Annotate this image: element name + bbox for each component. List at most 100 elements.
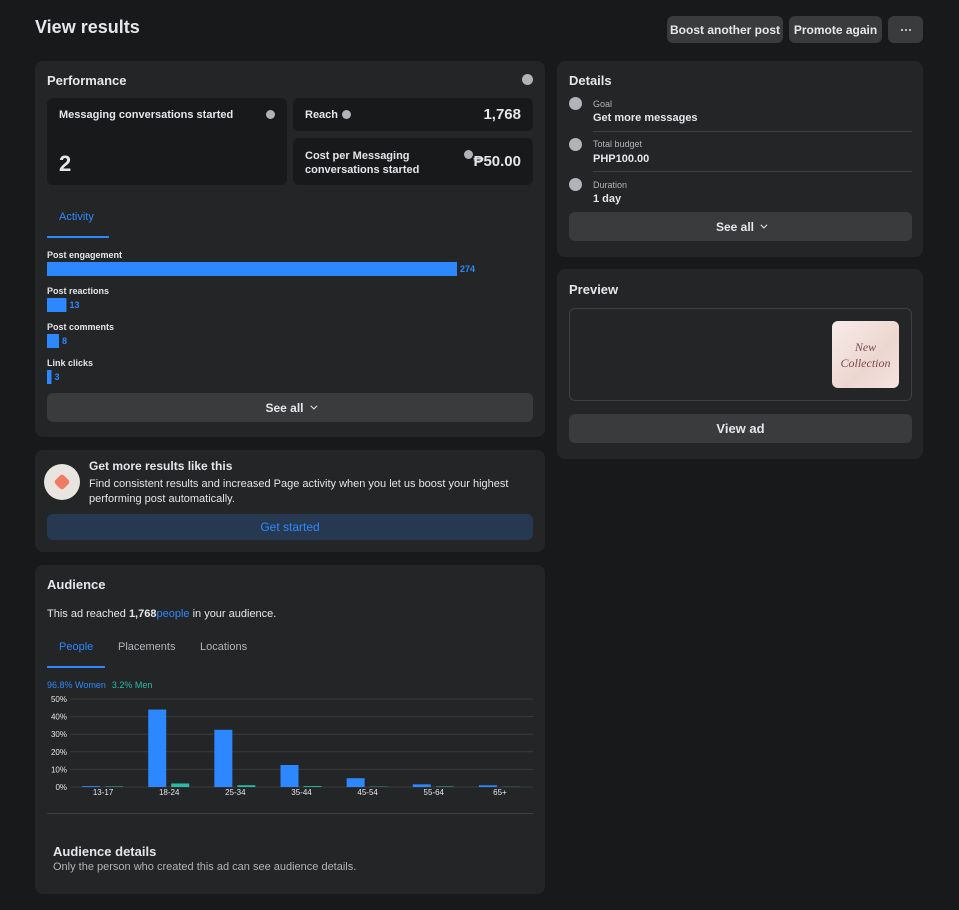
x-tick-label: 13-17 — [93, 788, 114, 797]
see-all-text: See all — [265, 400, 304, 415]
get-more-title: Get more results like this — [89, 459, 233, 473]
bar — [435, 786, 454, 787]
get-more-icon — [44, 464, 80, 500]
info-icon[interactable] — [342, 110, 351, 119]
x-tick-label: 18-24 — [159, 788, 180, 797]
x-tick-label: 65+ — [493, 788, 507, 797]
reach-label: Reach — [305, 109, 339, 121]
detail-value: PHP100.00 — [593, 153, 650, 165]
bar — [214, 729, 233, 787]
boost-button[interactable]: Boost another post — [667, 16, 783, 43]
detail-label: Goal — [593, 99, 613, 109]
people-link[interactable]: people — [156, 608, 190, 620]
reach-value: 1,768 — [483, 106, 521, 123]
budget-icon — [569, 138, 582, 151]
get-more-text: Find consistent results and increased Pa… — [89, 478, 509, 505]
activity-value: 274 — [460, 264, 475, 274]
see-all-button[interactable]: See all — [47, 393, 533, 422]
messaging-box — [47, 98, 287, 185]
detail-value: Get more messages — [593, 112, 698, 124]
audience-details-text: Only the person who created this ad can … — [53, 861, 357, 873]
image-text: New Collection — [840, 339, 891, 370]
y-tick-label: 50% — [51, 695, 67, 704]
activity-bar — [47, 298, 67, 312]
audience-tab[interactable]: Locations — [200, 641, 248, 653]
bar — [346, 778, 365, 787]
legend-entry: 96.8% Women — [47, 680, 106, 690]
legend-entry: 3.2% Men — [112, 680, 153, 690]
see-all-text: See all — [715, 219, 755, 234]
activity-label: Post engagement — [47, 250, 122, 260]
x-tick-label: 55-64 — [424, 788, 445, 797]
activity-bar — [47, 262, 457, 276]
get-started-button[interactable]: Get started — [47, 514, 533, 540]
audience-tab[interactable]: People — [59, 641, 94, 653]
activity-value: 3 — [54, 372, 59, 382]
x-tick-label: 45-54 — [357, 788, 378, 797]
divider — [47, 813, 533, 814]
more-button[interactable] — [888, 16, 923, 43]
duration-icon — [569, 178, 582, 191]
detail-label: Duration — [593, 180, 628, 190]
bar — [478, 785, 497, 787]
activity-value: 8 — [62, 336, 67, 346]
y-tick-label: 10% — [51, 765, 67, 774]
bar — [148, 709, 167, 787]
bar — [82, 786, 101, 787]
detail-value: 1 day — [593, 193, 622, 205]
info-icon[interactable] — [464, 150, 473, 159]
reach-box — [293, 98, 533, 131]
bar — [171, 783, 190, 787]
cost-value: ₱50.00 — [473, 153, 521, 170]
view-ad-button[interactable]: View ad — [569, 414, 912, 443]
promote-button[interactable]: Promote again — [789, 16, 882, 43]
tab-underline — [47, 236, 109, 238]
bar — [303, 786, 322, 787]
preview-box — [569, 308, 912, 401]
detail-label: Total budget — [593, 139, 643, 149]
see-all-button[interactable]: See all — [569, 212, 912, 241]
messaging-value: 2 — [59, 151, 72, 176]
y-tick-label: 20% — [51, 748, 67, 757]
cost-label: Cost per Messaging conversations started — [305, 150, 420, 176]
audience-sentence: This ad reached 1,768people in your audi… — [47, 608, 276, 620]
activity-label: Link clicks — [47, 358, 93, 368]
preview-image[interactable]: New Collection — [832, 321, 899, 388]
activity-label: Post reactions — [47, 286, 109, 296]
activity-value: 13 — [69, 300, 79, 310]
page-title: View results — [35, 17, 140, 37]
sentence-reach: 1,768 — [128, 608, 157, 620]
bar — [412, 784, 431, 787]
dot — [900, 28, 903, 31]
divider — [593, 131, 912, 132]
tab-underline — [47, 666, 105, 668]
info-icon[interactable] — [266, 110, 275, 119]
details-title: Details — [569, 73, 612, 88]
sentence-text: This ad reached — [47, 608, 129, 620]
y-tick-label: 0% — [55, 783, 67, 792]
audience-tab[interactable]: Placements — [118, 641, 176, 653]
info-icon[interactable] — [522, 74, 533, 85]
bar — [105, 786, 124, 787]
bar — [237, 785, 256, 787]
audience-title: Audience — [47, 577, 106, 592]
audience-details-title: Audience details — [53, 844, 157, 859]
activity-label: Post comments — [47, 322, 114, 332]
audience-card — [35, 565, 545, 894]
y-tick-label: 40% — [51, 713, 67, 722]
activity-bar — [47, 334, 59, 348]
x-tick-label: 25-34 — [225, 788, 246, 797]
performance-title: Performance — [47, 73, 127, 88]
dot — [908, 28, 911, 31]
activity-bar — [47, 370, 52, 384]
preview-title: Preview — [569, 282, 619, 297]
divider — [593, 171, 912, 172]
activity-tab[interactable]: Activity — [59, 211, 94, 223]
sentence-text: in your audience. — [189, 608, 277, 620]
x-tick-label: 35-44 — [291, 788, 312, 797]
bar — [280, 765, 299, 787]
dot — [904, 28, 907, 31]
